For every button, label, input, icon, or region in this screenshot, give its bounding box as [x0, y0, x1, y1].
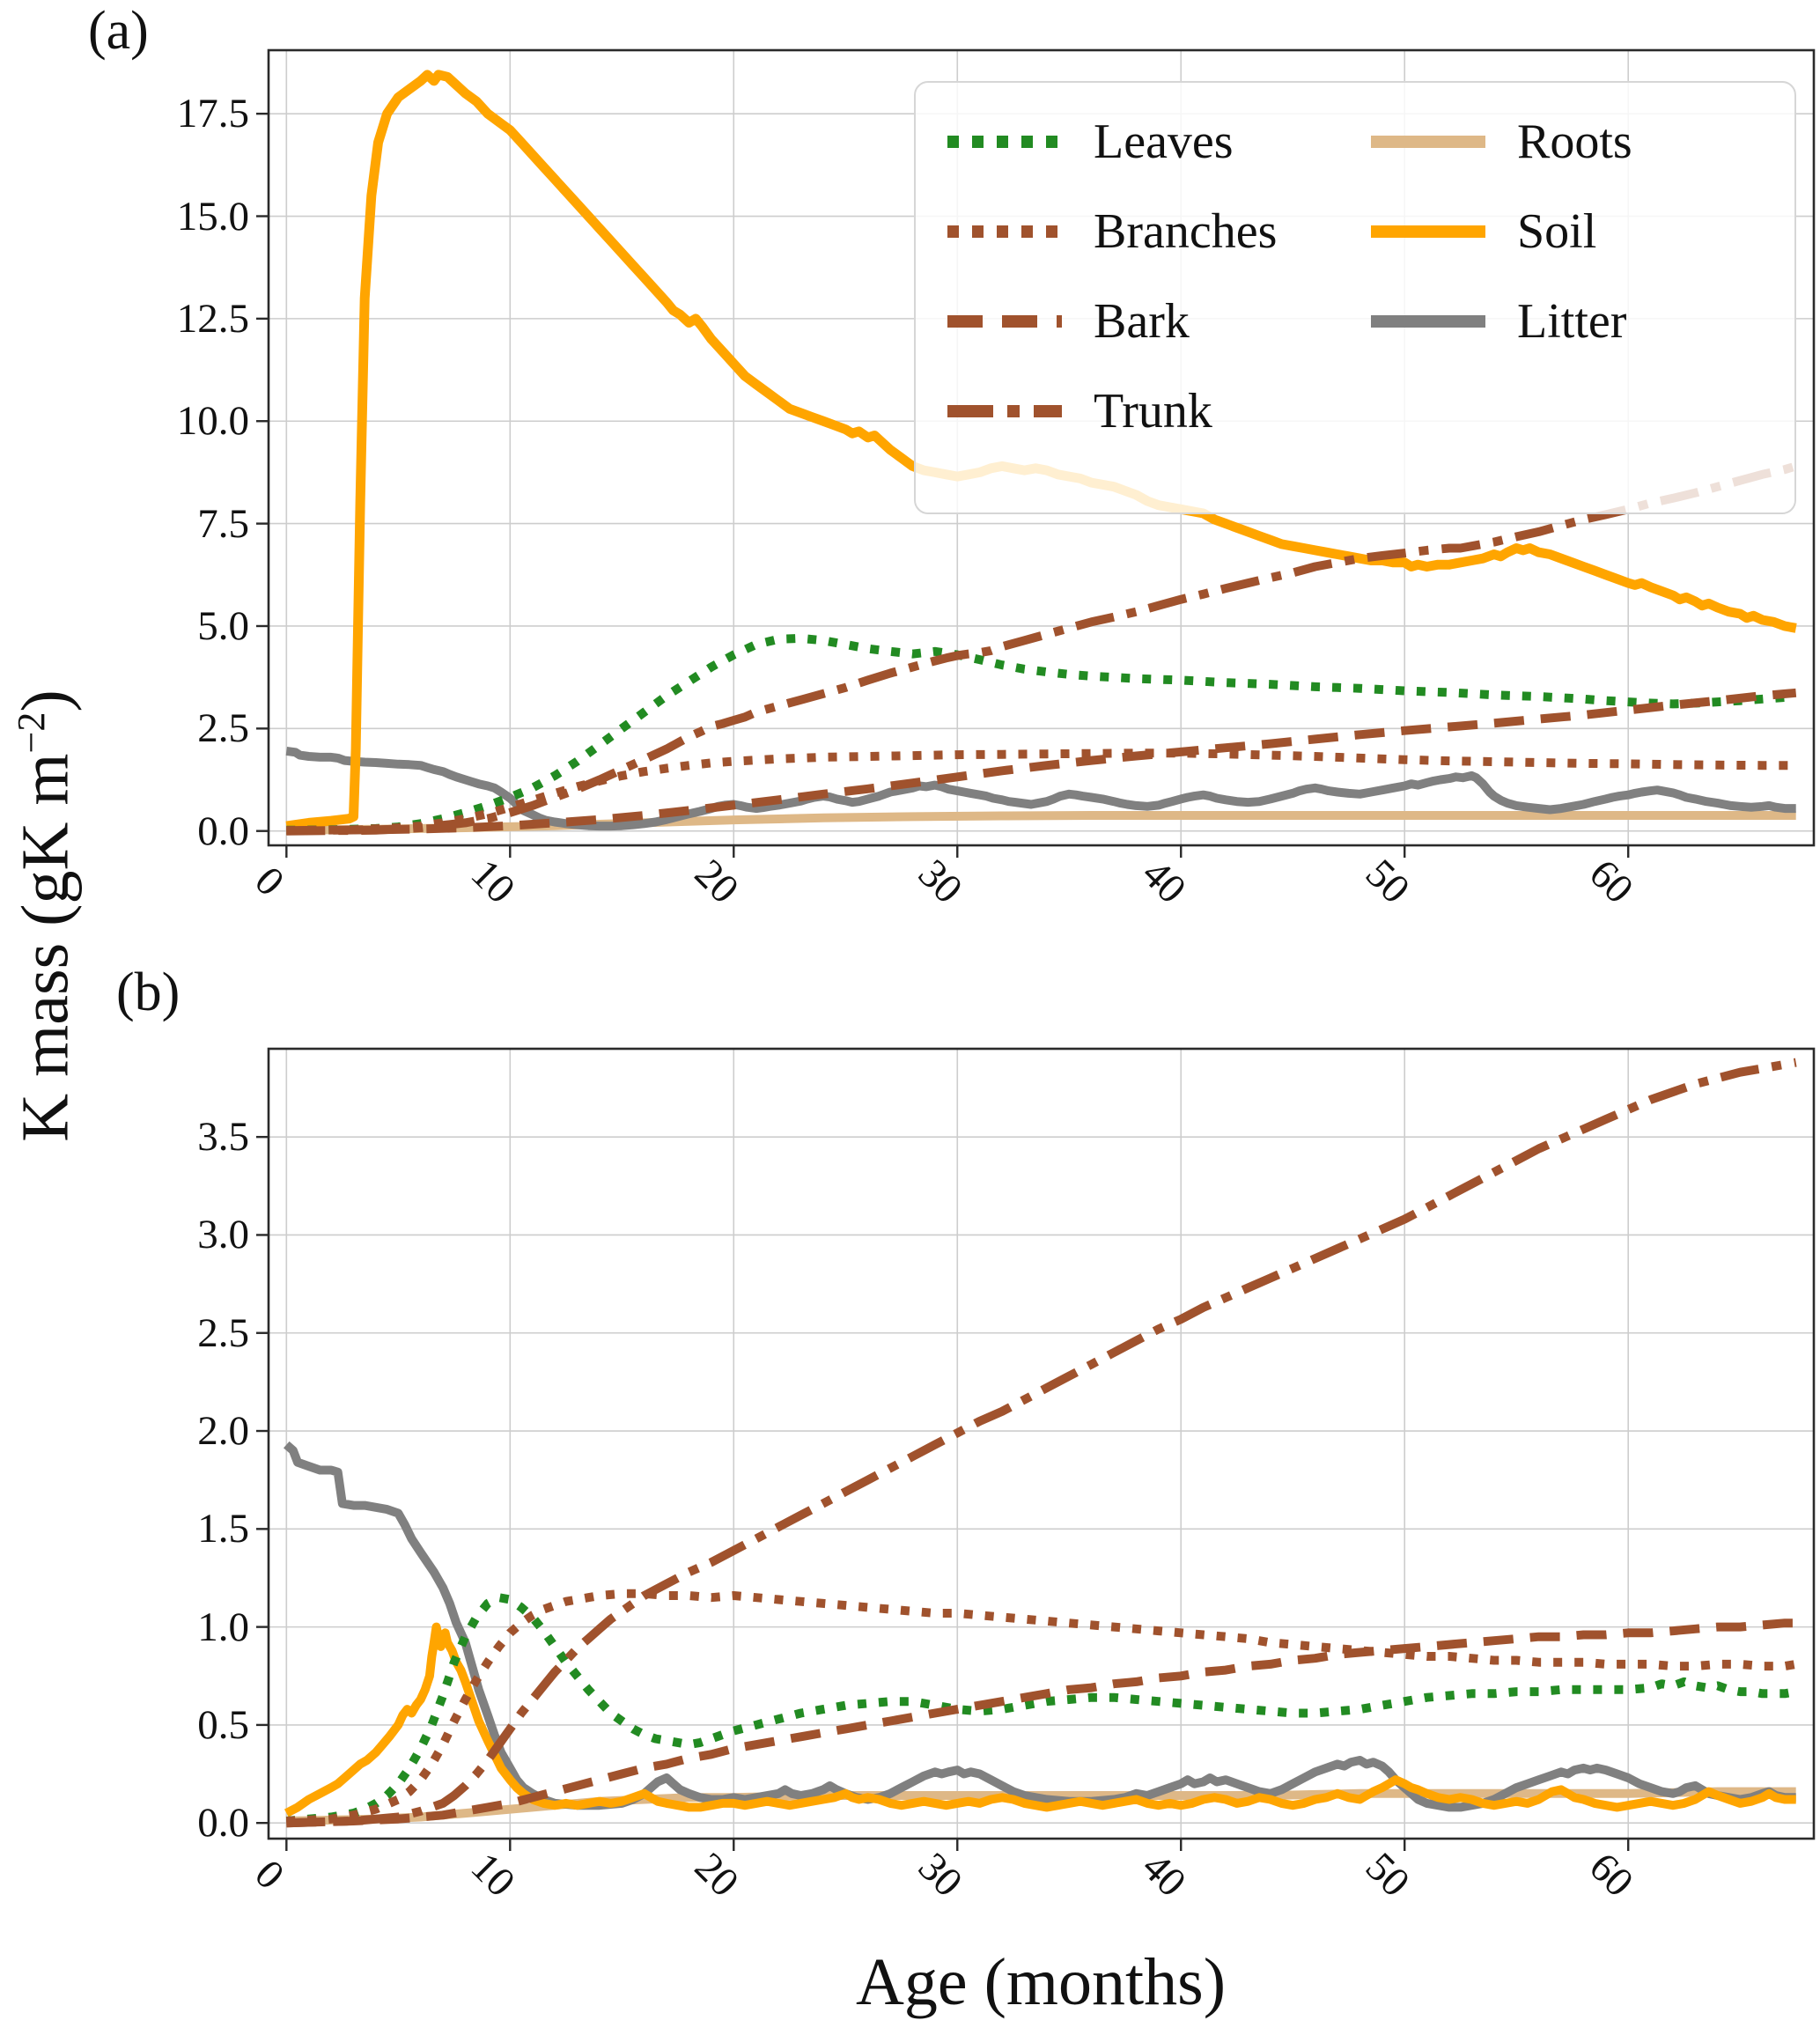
series-leaves-b: [285, 1593, 1797, 1825]
legend-swatch-litter-line: [1371, 315, 1485, 328]
x-tick-label-20: 20: [686, 1844, 748, 1906]
series-roots-a: [286, 811, 1796, 835]
legend-label-bark: Bark: [1094, 294, 1190, 349]
x-tick-label-30: 30: [910, 851, 972, 913]
y-tick-label-7.5: 7.5: [197, 500, 249, 547]
y-tick-label-2.5: 2.5: [197, 1309, 249, 1356]
legend-label-litter: Litter: [1517, 294, 1627, 349]
series-trunk-a: [286, 461, 1798, 836]
y-tick-label-2.5: 2.5: [197, 705, 249, 752]
y-tick-label-0.0: 0.0: [197, 807, 249, 854]
legend-entry-litter: Litter: [1371, 292, 1786, 350]
legend-label-roots: Roots: [1517, 114, 1632, 169]
y-tick-label-0.0: 0.0: [197, 1800, 249, 1847]
x-tick-label-60: 60: [1581, 1844, 1643, 1906]
x-axis-label: Age (months): [855, 1945, 1227, 2019]
x-tick-label-40: 40: [1133, 851, 1196, 913]
y-tick-label-0.5: 0.5: [197, 1701, 249, 1748]
panel_a-spines: [267, 48, 1816, 847]
y-axis-label: K mass (gK m−2): [8, 689, 85, 1141]
x-tick-label-50: 50: [1357, 851, 1419, 913]
legend-label-soil: Soil: [1517, 204, 1597, 259]
x-tick-label-10: 10: [462, 851, 525, 913]
legend-entry-branches: Branches: [947, 203, 1362, 261]
legend-entry-leaves: Leaves: [947, 113, 1362, 171]
x-tick-label-50: 50: [1357, 1844, 1419, 1906]
y-tick-label-15.0: 15.0: [176, 193, 249, 240]
legend-box: Leaves Branches Bark Trunk Roots Soil Litter: [914, 81, 1796, 514]
legend-entry-bark: Bark: [947, 292, 1362, 350]
legend-swatch-bark-line: [947, 315, 1062, 328]
series-leaves-a: [286, 633, 1797, 835]
x-tick-label-0: 0: [246, 858, 293, 905]
panel_b-spines: [267, 1047, 1816, 1840]
legend-label-trunk: Trunk: [1094, 384, 1212, 439]
y-axis-label-superscript: −2: [10, 712, 54, 754]
y-tick-label-3.0: 3.0: [197, 1212, 249, 1258]
y-axis-label-close: ): [8, 689, 83, 712]
legend-entry-roots: Roots: [1371, 113, 1786, 171]
legend-swatch-soil-line: [1371, 225, 1485, 238]
y-tick-label-1.5: 1.5: [197, 1506, 249, 1552]
x-tick-label-20: 20: [686, 851, 748, 913]
plot-panel-b: 0 10 20 30 40 50 60 0.0 0.5 1.0 1.5 2.0 2.5 3.0 3.5: [197, 1047, 1816, 1906]
y-tick-label-2.0: 2.0: [197, 1408, 249, 1455]
y-axis-label-text: K mass (gK m: [8, 753, 83, 1142]
series-bark-b: [286, 1618, 1796, 1828]
y-tick-label-10.0: 10.0: [176, 398, 249, 445]
x-tick-label-60: 60: [1581, 851, 1643, 913]
x-tick-label-0: 0: [246, 1851, 293, 1899]
series-litter-a: [285, 746, 1796, 831]
y-tick-label-3.5: 3.5: [197, 1114, 249, 1161]
series-branches-a: [286, 748, 1796, 836]
legend-swatch-branches-line: [947, 225, 1062, 238]
legend-swatch-roots-line: [1371, 136, 1485, 148]
x-tick-label-40: 40: [1133, 1844, 1196, 1906]
y-tick-label-17.5: 17.5: [176, 91, 249, 137]
legend-column-left: Leaves Branches Bark Trunk: [947, 113, 1362, 504]
legend-swatch-leaves-line: [947, 136, 1062, 148]
series-bark-a: [286, 688, 1797, 836]
x-tick-label-10: 10: [462, 1844, 525, 1906]
x-tick-label-30: 30: [910, 1844, 972, 1906]
y-tick-label-5.0: 5.0: [197, 602, 249, 649]
y-tick-label-12.5: 12.5: [176, 295, 249, 342]
legend-column-right: Roots Soil Litter: [1371, 113, 1786, 504]
panel-a-label: (a): [88, 1, 149, 61]
y-tick-label-1.0: 1.0: [197, 1604, 249, 1650]
legend-entry-soil: Soil: [1371, 203, 1786, 261]
series-trunk-b: [286, 1058, 1797, 1828]
series-soil-b: [284, 1622, 1796, 1817]
legend-label-branches: Branches: [1094, 204, 1278, 259]
legend-entry-trunk: Trunk: [947, 382, 1362, 440]
panel-b-label: (b): [116, 962, 181, 1022]
legend-swatch-trunk-line: [947, 405, 1062, 417]
legend-label-leaves: Leaves: [1094, 114, 1234, 169]
panel_b-canvas: [256, 1047, 1816, 1851]
